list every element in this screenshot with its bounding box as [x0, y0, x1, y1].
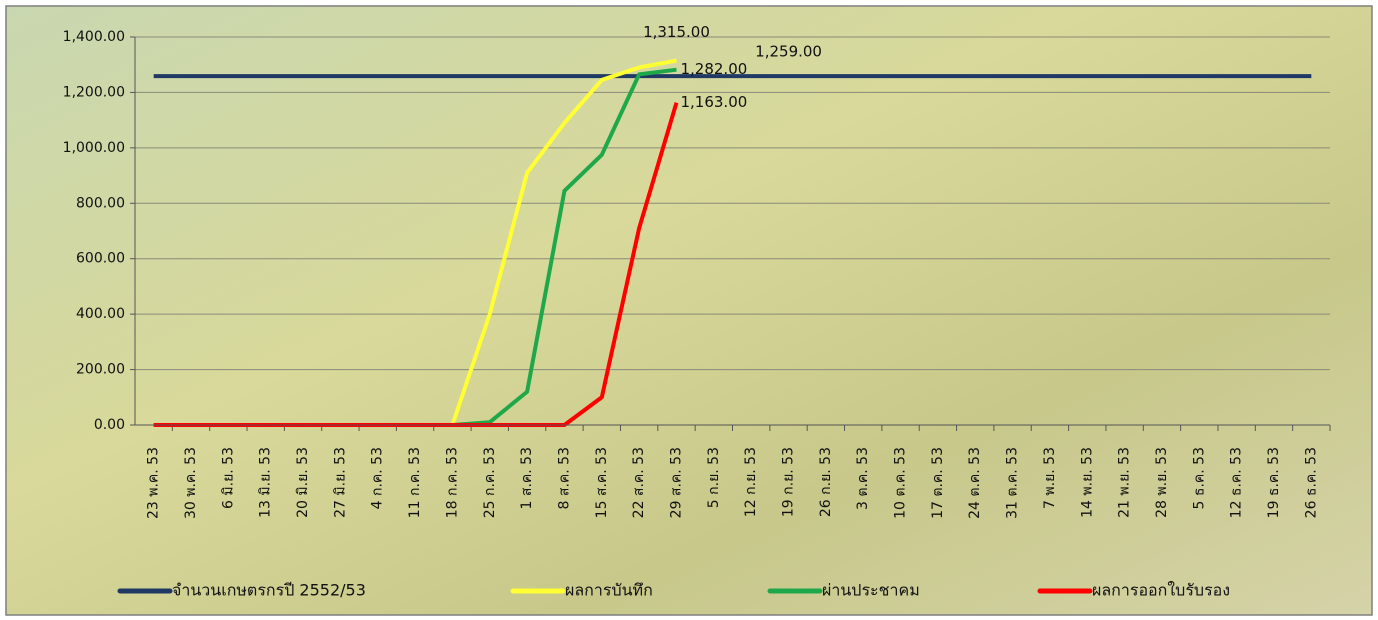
- y-tick-label: 600.00: [76, 251, 125, 267]
- x-tick-label: 15 ส.ค. 53: [594, 447, 610, 518]
- y-tick-label: 1,400.00: [63, 29, 125, 45]
- x-tick-label: 31 ต.ค. 53: [1005, 447, 1021, 519]
- x-tick-label: 25 ก.ค. 53: [482, 447, 498, 518]
- x-tick-label: 10 ต.ค. 53: [893, 447, 909, 519]
- x-tick-label: 27 มิ.ย. 53: [332, 447, 348, 518]
- x-tick-label: 21 พ.ย. 53: [1117, 447, 1133, 518]
- legend-label: จำนวนเกษตรกรปี 2552/53: [172, 581, 366, 600]
- x-tick-label: 22 ส.ค. 53: [631, 447, 647, 518]
- legend-label: ผลการบันทึก: [565, 581, 653, 600]
- x-tick-label: 24 ต.ค. 53: [967, 447, 983, 519]
- x-tick-label: 28 พ.ย. 53: [1154, 447, 1170, 518]
- x-tick-label: 26 ธ.ค. 53: [1303, 447, 1319, 518]
- x-tick-label: 11 ก.ค. 53: [407, 447, 423, 518]
- x-tick-label: 5 ก.ย. 53: [706, 447, 722, 508]
- x-tick-label: 6 มิ.ย. 53: [220, 447, 236, 509]
- chart-background: [5, 5, 1373, 616]
- data-label: 1,163.00: [680, 93, 747, 111]
- x-tick-label: 14 พ.ย. 53: [1079, 447, 1095, 518]
- x-tick-label: 8 ส.ค. 53: [556, 447, 572, 509]
- x-tick-label: 19 ก.ย. 53: [781, 447, 797, 517]
- legend-label: ผลการออกใบรับรอง: [1092, 581, 1230, 600]
- x-tick-label: 7 พ.ย. 53: [1042, 447, 1058, 509]
- y-tick-label: 1,000.00: [63, 140, 125, 156]
- x-tick-label: 4 ก.ค. 53: [370, 447, 386, 509]
- x-tick-label: 23 พ.ค. 53: [146, 447, 162, 519]
- x-tick-label: 5 ธ.ค. 53: [1191, 447, 1207, 509]
- data-label: 1,259.00: [755, 43, 822, 61]
- y-tick-label: 400.00: [76, 306, 125, 322]
- x-tick-label: 3 ต.ค. 53: [855, 447, 871, 510]
- x-tick-label: 17 ต.ค. 53: [930, 447, 946, 519]
- legend-label: ผ่านประชาคม: [822, 581, 920, 600]
- data-label: 1,315.00: [643, 23, 710, 41]
- x-tick-label: 19 ธ.ค. 53: [1266, 447, 1282, 518]
- x-tick-label: 1 ส.ค. 53: [519, 447, 535, 509]
- y-tick-label: 200.00: [76, 362, 125, 378]
- data-label: 1,282.00: [680, 60, 747, 78]
- y-tick-label: 0.00: [94, 417, 125, 433]
- x-tick-label: 12 ก.ย. 53: [743, 447, 759, 517]
- x-tick-label: 13 มิ.ย. 53: [258, 447, 274, 518]
- y-tick-label: 1,200.00: [63, 84, 125, 100]
- x-tick-label: 20 มิ.ย. 53: [295, 447, 311, 518]
- x-tick-label: 18 ก.ค. 53: [444, 447, 460, 518]
- x-tick-label: 30 พ.ค. 53: [183, 447, 199, 519]
- x-tick-label: 26 ก.ย. 53: [818, 447, 834, 517]
- x-tick-label: 12 ธ.ค. 53: [1229, 447, 1245, 518]
- y-tick-label: 800.00: [76, 195, 125, 211]
- x-tick-label: 29 ส.ค. 53: [668, 447, 684, 518]
